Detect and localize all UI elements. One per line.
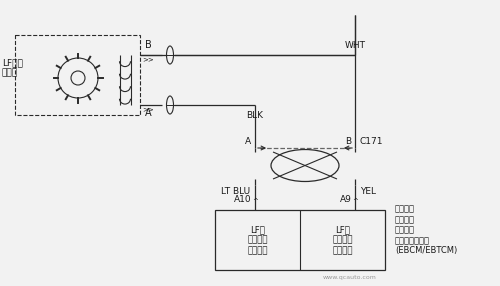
Text: LF轮速
传感器: LF轮速 传感器	[2, 58, 23, 78]
Bar	[15, 35, 140, 115]
Bar	[215, 210, 385, 270]
Text: LT BLU: LT BLU	[221, 188, 250, 196]
Text: C171: C171	[359, 136, 383, 146]
Text: YEL: YEL	[360, 188, 376, 196]
Text: www.qcauto.com: www.qcauto.com	[323, 275, 377, 281]
Text: LF轮
速传感器
信号高态: LF轮 速传感器 信号高态	[247, 225, 268, 255]
Text: A: A	[145, 108, 152, 118]
Text: >>: >>	[142, 106, 154, 112]
Text: A: A	[245, 136, 251, 146]
Text: LF轮
速传感器
信号低态: LF轮 速传感器 信号低态	[332, 225, 353, 255]
Text: ^: ^	[352, 198, 358, 204]
Text: >>: >>	[142, 56, 154, 62]
Text: 电控制动
控制模块
电控制动
牵引力控制模块
(EBCM/EBTCM): 电控制动 控制模块 电控制动 牵引力控制模块 (EBCM/EBTCM)	[395, 205, 457, 255]
Text: A9: A9	[340, 196, 352, 204]
Text: A10: A10	[234, 196, 252, 204]
Text: B: B	[145, 40, 152, 50]
Text: B: B	[345, 136, 351, 146]
Text: ^: ^	[252, 198, 258, 204]
Text: BLK: BLK	[246, 110, 264, 120]
Text: WHT: WHT	[344, 41, 366, 49]
